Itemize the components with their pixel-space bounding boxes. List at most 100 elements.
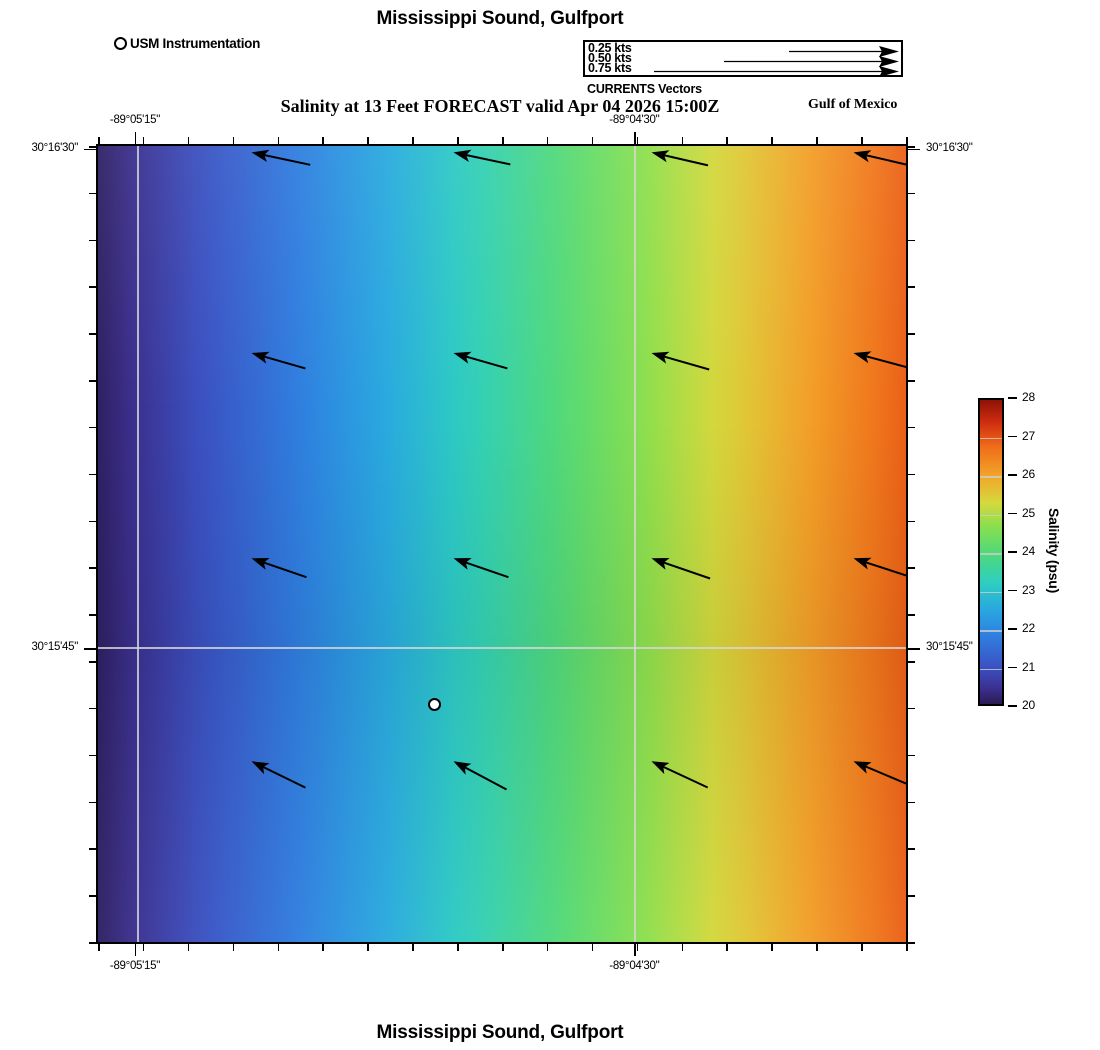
colorbar-gradient (980, 400, 1002, 704)
axis-tick-left (89, 520, 96, 523)
axis-tick-bottom (367, 944, 369, 951)
axis-tick-left (89, 286, 96, 288)
currents-vector-legend: 0.25 kts 0.50 kts 0.75 kts (583, 40, 903, 77)
colorbar-tick (1008, 512, 1017, 515)
colorbar-tick (1008, 474, 1017, 476)
current-vector-arrow-icon (251, 351, 306, 370)
axis-tick-bottom (726, 944, 728, 951)
axis-tick-top (322, 137, 324, 144)
salinity-raster (98, 146, 906, 942)
longitude-label-top: -89°04'30" (609, 114, 660, 126)
axis-tick-top (861, 137, 863, 144)
axis-tick-top (546, 137, 549, 144)
colorbar-tick-label: 28 (1022, 390, 1035, 404)
axis-tick-top (412, 137, 414, 144)
usm-station-marker[interactable] (428, 698, 442, 712)
current-vectors-layer (251, 149, 906, 791)
axis-tick-left (89, 146, 96, 148)
axis-tick-top (502, 137, 504, 144)
colorbar-inner-tick (980, 514, 1002, 517)
colorbar-tick (1008, 589, 1017, 592)
colorbar-tick-label: 21 (1022, 659, 1035, 674)
axis-tick-top (187, 137, 190, 144)
axis-tick-bottom (142, 944, 145, 951)
axis-tick-right (908, 333, 915, 335)
current-vector-arrow-icon (651, 150, 709, 167)
colorbar-tick (1008, 705, 1017, 707)
axis-tick-bottom (681, 944, 684, 951)
currents-legend-label-0: 0.25 kts (588, 41, 632, 55)
axis-tick-bottom (412, 944, 414, 951)
axis-tick-major-right (908, 148, 920, 151)
colorbar-tick (1008, 666, 1017, 669)
axis-tick-bottom (322, 944, 324, 951)
current-vector-arrow-icon (453, 149, 511, 166)
bottom-caption: Mississippi Sound, Gulfport (376, 1022, 624, 1043)
axis-tick-bottom (546, 944, 549, 951)
longitude-label-bottom: -89°05'15" (109, 960, 161, 972)
axis-tick-left (89, 473, 96, 476)
salinity-field (98, 146, 906, 942)
axis-tick-left (89, 848, 96, 850)
axis-tick-top (98, 137, 100, 144)
colorbar-inner-tick (980, 553, 1002, 555)
current-vector-arrow-icon (453, 558, 509, 579)
colorbar-track (978, 398, 1004, 706)
current-vector-arrow-icon (453, 351, 508, 370)
current-vector-arrow-icon (651, 761, 709, 789)
axis-tick-major-left (84, 648, 96, 650)
gridline-longitude (136, 146, 139, 942)
axis-tick-top (232, 137, 235, 144)
currents-legend-caption: CURRENTS Vectors (587, 82, 702, 96)
current-vector-arrow-icon (853, 150, 906, 166)
axis-tick-top (681, 137, 684, 144)
axis-tick-left (89, 614, 96, 616)
axis-tick-major-left (84, 148, 96, 151)
axis-tick-major-top (634, 132, 636, 144)
axis-tick-left (89, 895, 96, 897)
forecast-subtitle: Salinity at 13 Feet FORECAST valid Apr 0… (280, 96, 720, 116)
axis-tick-major-bottom (634, 944, 636, 956)
axis-tick-bottom (277, 944, 280, 951)
latitude-label-left: 30°16'30" (31, 141, 78, 154)
axis-tick-left (89, 239, 96, 242)
axis-tick-right (908, 146, 915, 148)
currents-legend-label-1: 0.50 kts (588, 51, 632, 65)
colorbar-tick (1008, 435, 1017, 438)
axis-tick-bottom (502, 944, 504, 951)
axis-tick-right (908, 286, 915, 288)
axis-tick-left (89, 661, 96, 663)
axis-tick-top (726, 137, 728, 144)
latitude-label-left: 30°15'45" (31, 641, 78, 653)
axis-tick-major-right (908, 648, 920, 650)
axis-tick-top (277, 137, 280, 144)
colorbar-tick (1008, 628, 1017, 630)
page-title: Mississippi Sound, Gulfport (376, 8, 624, 29)
latitude-label-right: 30°16'30" (926, 141, 973, 154)
axis-tick-right (908, 754, 915, 757)
axis-tick-right (908, 895, 915, 897)
axis-tick-bottom (771, 944, 773, 951)
axis-tick-left (89, 567, 96, 569)
colorbar-tick-label: 27 (1022, 428, 1035, 443)
axis-tick-left (89, 333, 96, 335)
axis-tick-left (89, 754, 96, 757)
latitude-label-right: 30°15'45" (926, 641, 973, 653)
axis-tick-right (908, 239, 915, 242)
axis-tick-bottom (591, 944, 594, 951)
salinity-map[interactable] (96, 144, 908, 944)
axis-tick-top (457, 137, 459, 144)
axis-tick-top (906, 137, 908, 144)
usm-legend-label: USM Instrumentation (130, 36, 261, 51)
current-vector-arrow-icon (651, 558, 711, 580)
current-vector-arrow-icon (251, 761, 306, 789)
colorbar-inner-tick (980, 476, 1002, 478)
current-vector-arrow-icon (724, 56, 899, 67)
current-vector-arrow-icon (251, 149, 311, 166)
colorbar-inner-tick (980, 668, 1002, 671)
current-vector-arrow-icon (654, 66, 899, 77)
axis-tick-right (908, 707, 915, 710)
axis-tick-top (142, 137, 145, 144)
axis-tick-right (908, 192, 915, 195)
axis-tick-right (908, 426, 915, 429)
